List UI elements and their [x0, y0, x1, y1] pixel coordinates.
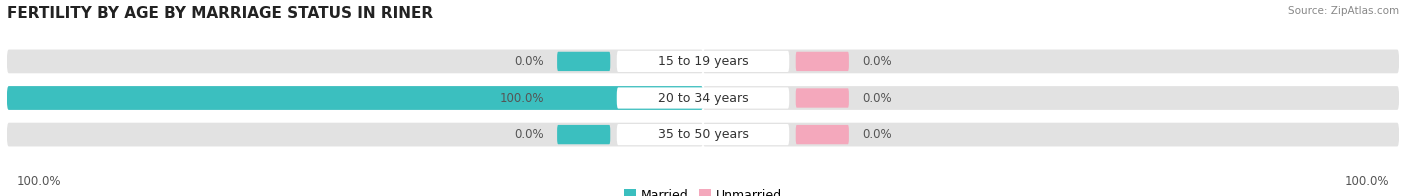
- Text: 15 to 19 years: 15 to 19 years: [658, 55, 748, 68]
- FancyBboxPatch shape: [617, 87, 789, 109]
- FancyBboxPatch shape: [796, 52, 849, 71]
- Text: 20 to 34 years: 20 to 34 years: [658, 92, 748, 104]
- FancyBboxPatch shape: [703, 86, 1399, 110]
- Text: 0.0%: 0.0%: [862, 92, 891, 104]
- FancyBboxPatch shape: [796, 125, 849, 144]
- FancyBboxPatch shape: [617, 51, 789, 72]
- Text: 100.0%: 100.0%: [1344, 175, 1389, 188]
- Legend: Married, Unmarried: Married, Unmarried: [619, 184, 787, 196]
- FancyBboxPatch shape: [557, 125, 610, 144]
- Text: 0.0%: 0.0%: [515, 55, 544, 68]
- FancyBboxPatch shape: [703, 50, 1399, 73]
- Text: 100.0%: 100.0%: [499, 92, 544, 104]
- FancyBboxPatch shape: [796, 88, 849, 108]
- FancyBboxPatch shape: [557, 52, 610, 71]
- FancyBboxPatch shape: [703, 123, 1399, 146]
- FancyBboxPatch shape: [617, 124, 789, 145]
- Text: 0.0%: 0.0%: [862, 128, 891, 141]
- FancyBboxPatch shape: [7, 50, 703, 73]
- Text: 100.0%: 100.0%: [17, 175, 62, 188]
- FancyBboxPatch shape: [557, 88, 610, 108]
- FancyBboxPatch shape: [7, 123, 703, 146]
- Text: 0.0%: 0.0%: [515, 128, 544, 141]
- Text: 35 to 50 years: 35 to 50 years: [658, 128, 748, 141]
- FancyBboxPatch shape: [7, 86, 703, 110]
- Text: FERTILITY BY AGE BY MARRIAGE STATUS IN RINER: FERTILITY BY AGE BY MARRIAGE STATUS IN R…: [7, 6, 433, 21]
- Text: Source: ZipAtlas.com: Source: ZipAtlas.com: [1288, 6, 1399, 16]
- FancyBboxPatch shape: [7, 86, 703, 110]
- Text: 0.0%: 0.0%: [862, 55, 891, 68]
